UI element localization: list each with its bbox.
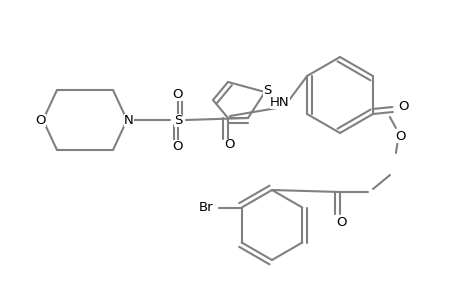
Text: Br: Br	[199, 201, 213, 214]
Text: O: O	[173, 88, 183, 100]
Text: O: O	[224, 139, 235, 152]
Text: O: O	[336, 215, 347, 229]
Text: S: S	[174, 113, 182, 127]
Text: HN: HN	[269, 95, 289, 109]
Text: O: O	[398, 100, 408, 113]
Text: S: S	[262, 83, 271, 97]
Text: O: O	[395, 130, 405, 142]
Text: N: N	[124, 113, 134, 127]
Text: O: O	[36, 113, 46, 127]
Text: O: O	[173, 140, 183, 152]
